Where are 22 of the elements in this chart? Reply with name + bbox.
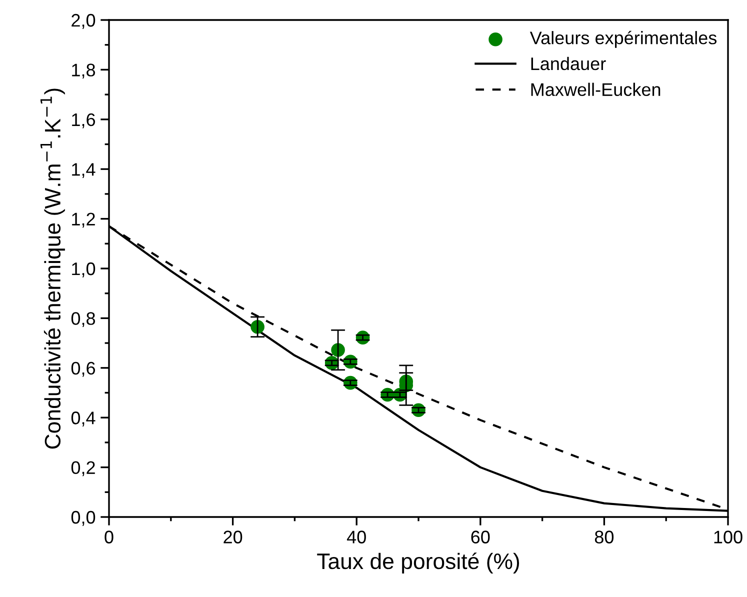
x-tick-label: 20 (224, 530, 242, 544)
y-tick-label: 1,2 (72, 212, 95, 228)
x-tick-label: 40 (346, 530, 366, 544)
x-axis-title: Taux de porosité (%) (317, 552, 520, 574)
legend-label: Valeurs expérimentales (530, 30, 717, 48)
y-tick-label: 0,0 (71, 510, 96, 526)
x-tick-label: 100 (714, 530, 742, 544)
y-tick-label: 1,0 (72, 262, 96, 278)
y-tick-label: 0,8 (71, 312, 96, 328)
y-tick-label: 0,4 (71, 412, 96, 426)
x-tick-label: 60 (471, 530, 490, 544)
legend-label: Maxwell-Eucken (531, 82, 660, 96)
x-tick-label: 80 (594, 530, 614, 544)
y-tick-label: 1,6 (72, 113, 96, 128)
x-tick-label: 0 (104, 530, 114, 544)
legend-label: Landauer (531, 56, 606, 70)
y-tick-label: 2,0 (72, 14, 96, 29)
y-tick-label: 0,6 (71, 362, 96, 377)
y-tick-label: 1,8 (72, 64, 96, 79)
y-axis-title: Conductivité thermique (W.m$^{−1}$.K$^{−1}$) (40, 88, 65, 449)
y-tick-label: 0,2 (71, 461, 95, 476)
y-tick-label: 1,4 (72, 163, 96, 178)
